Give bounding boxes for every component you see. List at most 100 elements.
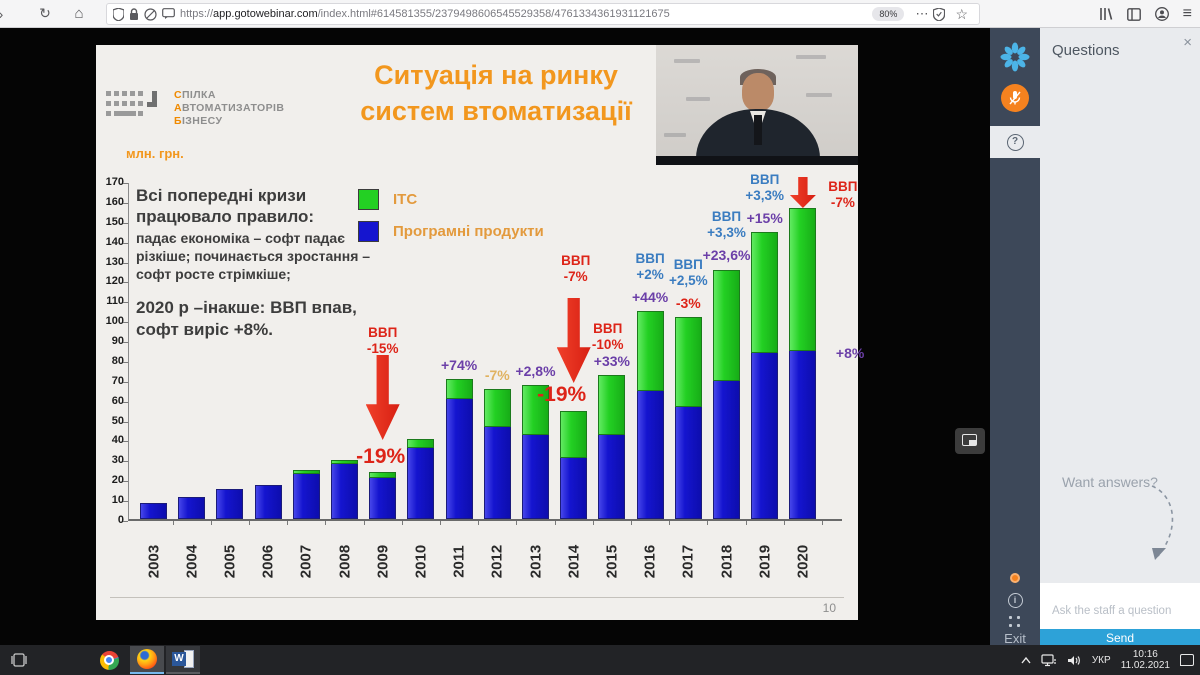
x-tick-mark [822,521,823,525]
page-actions-icon[interactable]: ⋯ [915,6,929,21]
y-tick-label: 130 [105,255,124,268]
clock[interactable]: 10:16 11.02.2021 [1120,649,1170,671]
growth-label-2015: +33% [593,352,630,369]
legend-item-soft: Програмні продукти [358,215,544,247]
gdp-label-2017: ВВП +2,5% [669,257,708,289]
bar-2018 [713,268,740,519]
menu-hamburger-icon[interactable]: ≡ [1182,5,1192,22]
bar-2018-its [713,269,740,381]
bar-2019 [751,231,779,519]
pocket-shield-icon[interactable] [933,7,946,21]
language-indicator[interactable]: УКР [1091,654,1111,666]
gdp-line: +2% [636,267,664,283]
library-icon[interactable] [1099,7,1113,21]
lock-icon[interactable] [129,7,139,21]
taskbar-chrome-icon[interactable] [92,646,126,674]
gdp-drop-arrow-2020 [789,177,816,208]
gdp-label-2020: ВВП -7% [828,179,857,211]
network-icon[interactable] [1041,653,1057,667]
bar-2009-its [369,472,397,479]
gdp-drop-arrow-2014 [556,298,591,383]
x-tick-mark [210,521,212,525]
bar-2015-its [598,374,626,435]
chart-plot: 2003 2004 2005 2006 2007 2008 2009 -19% ВВП -15% 2… [128,172,864,578]
x-label-2011: 2011 [450,545,468,578]
close-icon[interactable]: × [1183,34,1192,51]
volume-icon[interactable] [1067,654,1082,667]
bar-2004-soft [178,497,206,519]
gdp-line: +3,3% [707,225,746,241]
y-tick-label: 30 [111,454,124,467]
growth-label-2014: -19% [537,383,587,406]
zoom-level-badge[interactable]: 80% [872,7,905,21]
url-bar[interactable]: https://app.gotowebinar.com/index.html#6… [106,3,980,25]
taskbar-firefox-icon[interactable] [130,646,164,674]
bar-2013-soft [522,433,549,519]
x-label-2018: 2018 [718,544,735,579]
growth-label-2011: +74% [440,356,478,373]
bar-2007 [292,469,320,519]
reload-icon[interactable]: ↻ [39,5,51,21]
mic-muted-button[interactable] [990,80,1040,116]
bar-2014 [560,410,588,519]
notification-center-icon[interactable] [1180,654,1194,666]
y-tick-label: 70 [111,374,124,387]
questions-tab[interactable]: ? [990,126,1040,158]
x-tick-mark [363,521,365,525]
y-tick-label: 40 [111,434,124,447]
presenter-webcam [656,45,858,165]
question-input[interactable] [1040,583,1200,629]
forward-arrow-icon[interactable]: › [0,6,8,22]
y-tick-mark [123,202,128,204]
y-tick-mark [123,381,128,383]
browser-toolbar: › ↻ ⌂ https://app.gotowebinar.com/index.… [0,0,1200,28]
y-tick-mark [123,342,128,344]
bookmark-star-icon[interactable]: ☆ [955,5,968,22]
y-tick-mark [123,421,128,423]
sidebar-toggle-icon[interactable] [1126,7,1141,21]
y-tick-label: 170 [105,176,124,188]
gotowebinar-daisy-icon [990,36,1040,78]
questions-panel: Questions × Want answers? Send [1040,28,1200,647]
legend-swatch-green [358,188,379,210]
x-label-2019: 2019 [756,544,774,579]
growth-label-2009: -19% [356,445,406,468]
bar-2017-soft [674,405,702,519]
bar-2012 [483,388,511,519]
x-label-2010: 2010 [412,544,430,579]
y-tick-label: 160 [105,195,124,208]
tracking-shield-icon[interactable] [113,7,124,21]
legend-swatch-blue [358,220,379,242]
bar-2012-its [483,388,511,427]
curved-arrow-icon [1151,485,1174,560]
autoplay-blocked-icon[interactable] [144,7,157,21]
y-tick-mark [123,222,128,224]
taskbar: W УКР 10:16 11.02.2021 [0,645,1200,675]
bar-2014-soft [560,457,588,519]
x-tick-mark [783,521,785,525]
send-button[interactable]: Send [1040,629,1200,647]
x-label-2008: 2008 [336,544,353,579]
gdp-drop-arrow-2009 [365,355,400,440]
url-text: https://app.gotowebinar.com/index.html#6… [180,8,670,20]
picture-in-picture-icon[interactable] [955,428,985,454]
gdp-line: ВВП [673,257,703,273]
tray-expand-icon[interactable] [1021,656,1031,664]
exit-button[interactable]: Exit [1004,630,1026,646]
gdp-line: -10% [591,337,624,352]
bar-2008 [331,459,358,519]
x-tick-mark [745,521,747,525]
task-view-button[interactable] [2,646,36,674]
info-icon[interactable]: i [990,590,1040,610]
growth-label-2013: +2,8% [515,362,556,379]
notification-bubble-icon[interactable] [162,8,175,20]
bar-2013 [522,384,549,519]
home-icon[interactable]: ⌂ [74,5,84,22]
legend-label: Програмні продукти [393,222,544,240]
y-tick-label: 110 [106,295,124,308]
bar-2018-soft [713,379,740,519]
account-icon[interactable] [1154,7,1169,21]
apps-grid-icon[interactable] [990,612,1040,632]
bar-2008-its [331,460,358,465]
taskbar-word-icon[interactable]: W [166,646,200,674]
